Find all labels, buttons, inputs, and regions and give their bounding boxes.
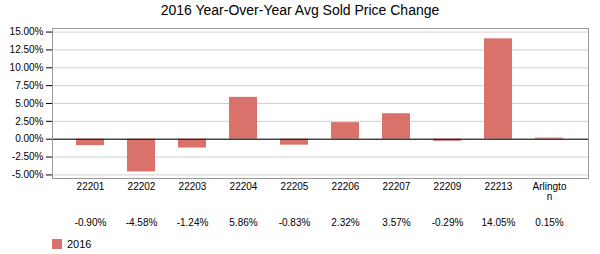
svg-text:-2.50%: -2.50%: [12, 151, 44, 162]
svg-text:3.57%: 3.57%: [382, 217, 410, 228]
html-text:2016 Year-Over-Year Avg Sold P: 2016 Year-Over-Year Avg Sold Price Chang…: [160, 2, 440, 18]
html-text:2016: 2016: [67, 238, 92, 250]
svg-text:0.15%: 0.15%: [535, 217, 563, 228]
svg-text:22201: 22201: [77, 181, 105, 192]
svg-text:2.50%: 2.50%: [15, 116, 43, 127]
svg-text:22206: 22206: [332, 181, 360, 192]
svg-text:-5.00%: -5.00%: [12, 169, 44, 180]
svg-text:0.00%: 0.00%: [15, 133, 43, 144]
svg-text:7.50%: 7.50%: [15, 80, 43, 91]
svg-text:22205: 22205: [281, 181, 309, 192]
svg-text:22203: 22203: [179, 181, 207, 192]
svg-text:-1.24%: -1.24%: [177, 217, 209, 228]
svg-text:10.00%: 10.00%: [10, 62, 44, 73]
svg-text:-4.58%: -4.58%: [126, 217, 158, 228]
svg-text:-0.29%: -0.29%: [432, 217, 464, 228]
svg-text:12.50%: 12.50%: [10, 44, 44, 55]
svg-text:-0.90%: -0.90%: [75, 217, 107, 228]
svg-text:2.32%: 2.32%: [331, 217, 359, 228]
svg-text:22204: 22204: [230, 181, 258, 192]
svg-text:22202: 22202: [128, 181, 156, 192]
svg-text:Arlington: Arlington: [533, 181, 567, 202]
svg-text:-0.83%: -0.83%: [279, 217, 311, 228]
svg-text:22213: 22213: [485, 181, 513, 192]
svg-text:15.00%: 15.00%: [10, 26, 44, 37]
svg-text:5.00%: 5.00%: [15, 98, 43, 109]
svg-text:14.05%: 14.05%: [482, 217, 516, 228]
svg-text:22209: 22209: [434, 181, 462, 192]
svg-text:22207: 22207: [383, 181, 411, 192]
svg-text:5.86%: 5.86%: [229, 217, 257, 228]
